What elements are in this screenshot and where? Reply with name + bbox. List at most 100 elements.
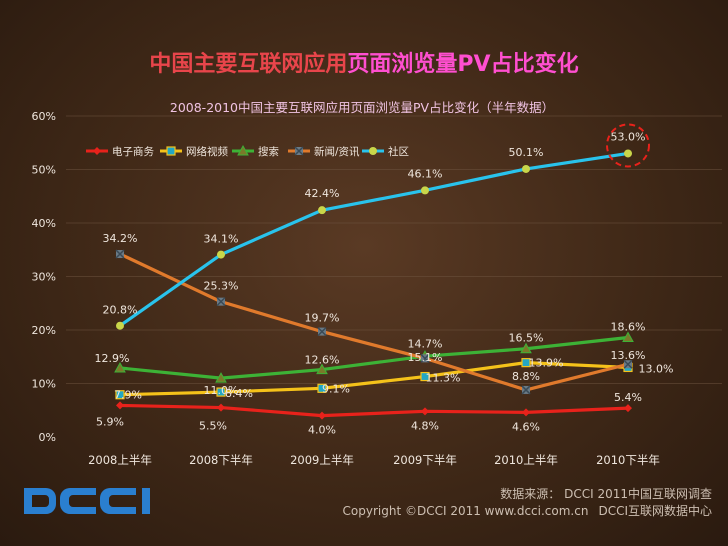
marker-point xyxy=(622,331,634,342)
marker-point xyxy=(215,372,227,383)
data-label: 42.4% xyxy=(305,187,340,200)
data-label: 7.9% xyxy=(114,389,142,402)
marker-point xyxy=(522,408,530,417)
highlight-circle xyxy=(606,123,650,168)
series-group xyxy=(116,149,632,330)
y-tick-label: 60% xyxy=(32,110,56,123)
series-line xyxy=(119,403,629,418)
legend-label: 新闻/资讯 xyxy=(314,145,360,158)
legend-label: 社区 xyxy=(388,145,409,158)
marker-cross xyxy=(294,146,304,156)
marker-point xyxy=(522,164,530,173)
legend: 电子商务 网络视频 搜索 新闻/资讯 社区 xyxy=(86,144,409,158)
marker-point xyxy=(316,363,328,375)
data-label: 46.1% xyxy=(408,167,443,180)
marker-point xyxy=(216,387,226,397)
legend-label: 电子商务 xyxy=(112,145,154,158)
marker-cross xyxy=(317,327,327,337)
y-tick-label: 30% xyxy=(32,271,56,284)
source-note: 数据来源： DCCI 2011中国互联网调查 Copyright ©DCCI 2… xyxy=(333,486,712,520)
legend-label: 搜索 xyxy=(258,145,279,158)
marker-point xyxy=(318,206,326,215)
series-line xyxy=(119,252,629,392)
marker-point xyxy=(237,144,249,156)
chart-series xyxy=(114,149,634,420)
data-label: 50.1% xyxy=(509,146,544,159)
page-title-part1: 中国主要互联网应用 xyxy=(149,52,348,77)
y-tick-label: 50% xyxy=(32,164,56,177)
data-label: 13.9% xyxy=(529,357,564,370)
x-tick-label: 2009上半年 xyxy=(290,453,354,467)
page-title: 中国主要互联网应用页面浏览量PV占比变化 xyxy=(0,46,728,78)
series-group xyxy=(115,358,633,400)
marker-cross xyxy=(115,249,125,259)
marker-point xyxy=(624,404,632,413)
series-line xyxy=(119,361,629,397)
marker-cross xyxy=(623,359,633,369)
data-label: 5.4% xyxy=(614,391,642,404)
x-tick-label: 2010下半年 xyxy=(596,453,660,467)
marker-cross xyxy=(216,297,226,307)
data-label: 13.6% xyxy=(611,349,646,362)
data-label: 8.8% xyxy=(512,370,540,383)
data-label: 53.0% xyxy=(611,130,646,143)
line-chart: 0% 10% 20% 30% 40% 50% 60% 2008上半年 2008下半年 2009上… xyxy=(32,100,722,467)
data-label: 34.2% xyxy=(103,232,138,245)
marker-point xyxy=(116,321,124,330)
dcci-logo xyxy=(24,488,150,514)
data-label: 4.0% xyxy=(308,424,336,437)
x-tick-label: 2009下半年 xyxy=(393,453,457,467)
marker-point xyxy=(369,147,377,155)
chart-title: 2008-2010中国主要互联网应用页面浏览量PV占比变化（半年数据） xyxy=(170,100,554,115)
x-tick-label: 2010上半年 xyxy=(494,453,558,467)
y-tick-label: 40% xyxy=(32,217,56,230)
data-labels: 5.9% 5.5% 4.0% 4.8% 4.6% 5.4% 7.9% 8.4% 9.1% 11.3… xyxy=(95,130,674,436)
marker-point xyxy=(166,146,176,156)
y-tick-label: 20% xyxy=(32,324,56,337)
marker-point xyxy=(317,383,327,393)
chart-grid xyxy=(66,115,722,384)
y-tick-label: 0% xyxy=(39,431,56,444)
data-label: 4.6% xyxy=(512,420,540,433)
org-name: DCCI互联网数据中心 xyxy=(598,504,712,518)
marker-point xyxy=(217,403,225,412)
marker-point xyxy=(318,411,326,420)
data-label: 12.9% xyxy=(95,352,130,365)
series-line xyxy=(119,335,629,380)
data-label: 5.9% xyxy=(96,415,124,428)
marker-point xyxy=(114,361,126,373)
marker-point xyxy=(116,401,124,410)
marker-point xyxy=(115,390,125,400)
page-title-part2: 页面浏览量PV占比变化 xyxy=(347,52,579,77)
marker-cross xyxy=(521,385,531,395)
highlight xyxy=(606,123,650,168)
source-line: 数据来源： DCCI 2011中国互联网调查 xyxy=(500,487,712,501)
series-group xyxy=(115,249,633,395)
y-axis: 0% 10% 20% 30% 40% 50% 60% xyxy=(32,110,56,444)
marker-point xyxy=(624,149,632,158)
data-label: 25.3% xyxy=(204,280,239,293)
data-label: 34.1% xyxy=(204,233,239,246)
data-label: 11.0% xyxy=(204,384,239,397)
marker-cross xyxy=(420,353,430,363)
series-group xyxy=(116,401,632,420)
data-label: 16.5% xyxy=(509,332,544,345)
marker-point xyxy=(520,342,532,354)
data-label: 19.7% xyxy=(305,312,340,325)
data-label: 15.1% xyxy=(408,351,443,364)
x-tick-label: 2008下半年 xyxy=(189,453,253,467)
data-label: 5.5% xyxy=(199,420,227,433)
data-label: 4.8% xyxy=(411,419,439,432)
data-label: 11.3% xyxy=(426,372,461,385)
data-label: 8.4% xyxy=(225,387,253,400)
data-label: 14.7% xyxy=(408,337,443,350)
x-tick-label: 2008上半年 xyxy=(88,453,152,467)
x-axis: 2008上半年 2008下半年 2009上半年 2009下半年 2010上半年 2010下… xyxy=(88,453,660,467)
data-label: 18.6% xyxy=(611,320,646,333)
marker-point xyxy=(521,358,531,368)
legend-label: 网络视频 xyxy=(186,145,228,158)
marker-point xyxy=(93,147,101,155)
series-line xyxy=(119,151,629,328)
marker-point xyxy=(421,186,429,195)
